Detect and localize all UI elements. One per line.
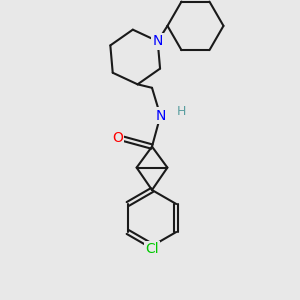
Text: N: N [155,109,166,123]
Text: N: N [152,34,163,48]
Text: H: H [177,105,186,118]
Text: O: O [112,131,123,145]
Text: Cl: Cl [145,242,159,256]
